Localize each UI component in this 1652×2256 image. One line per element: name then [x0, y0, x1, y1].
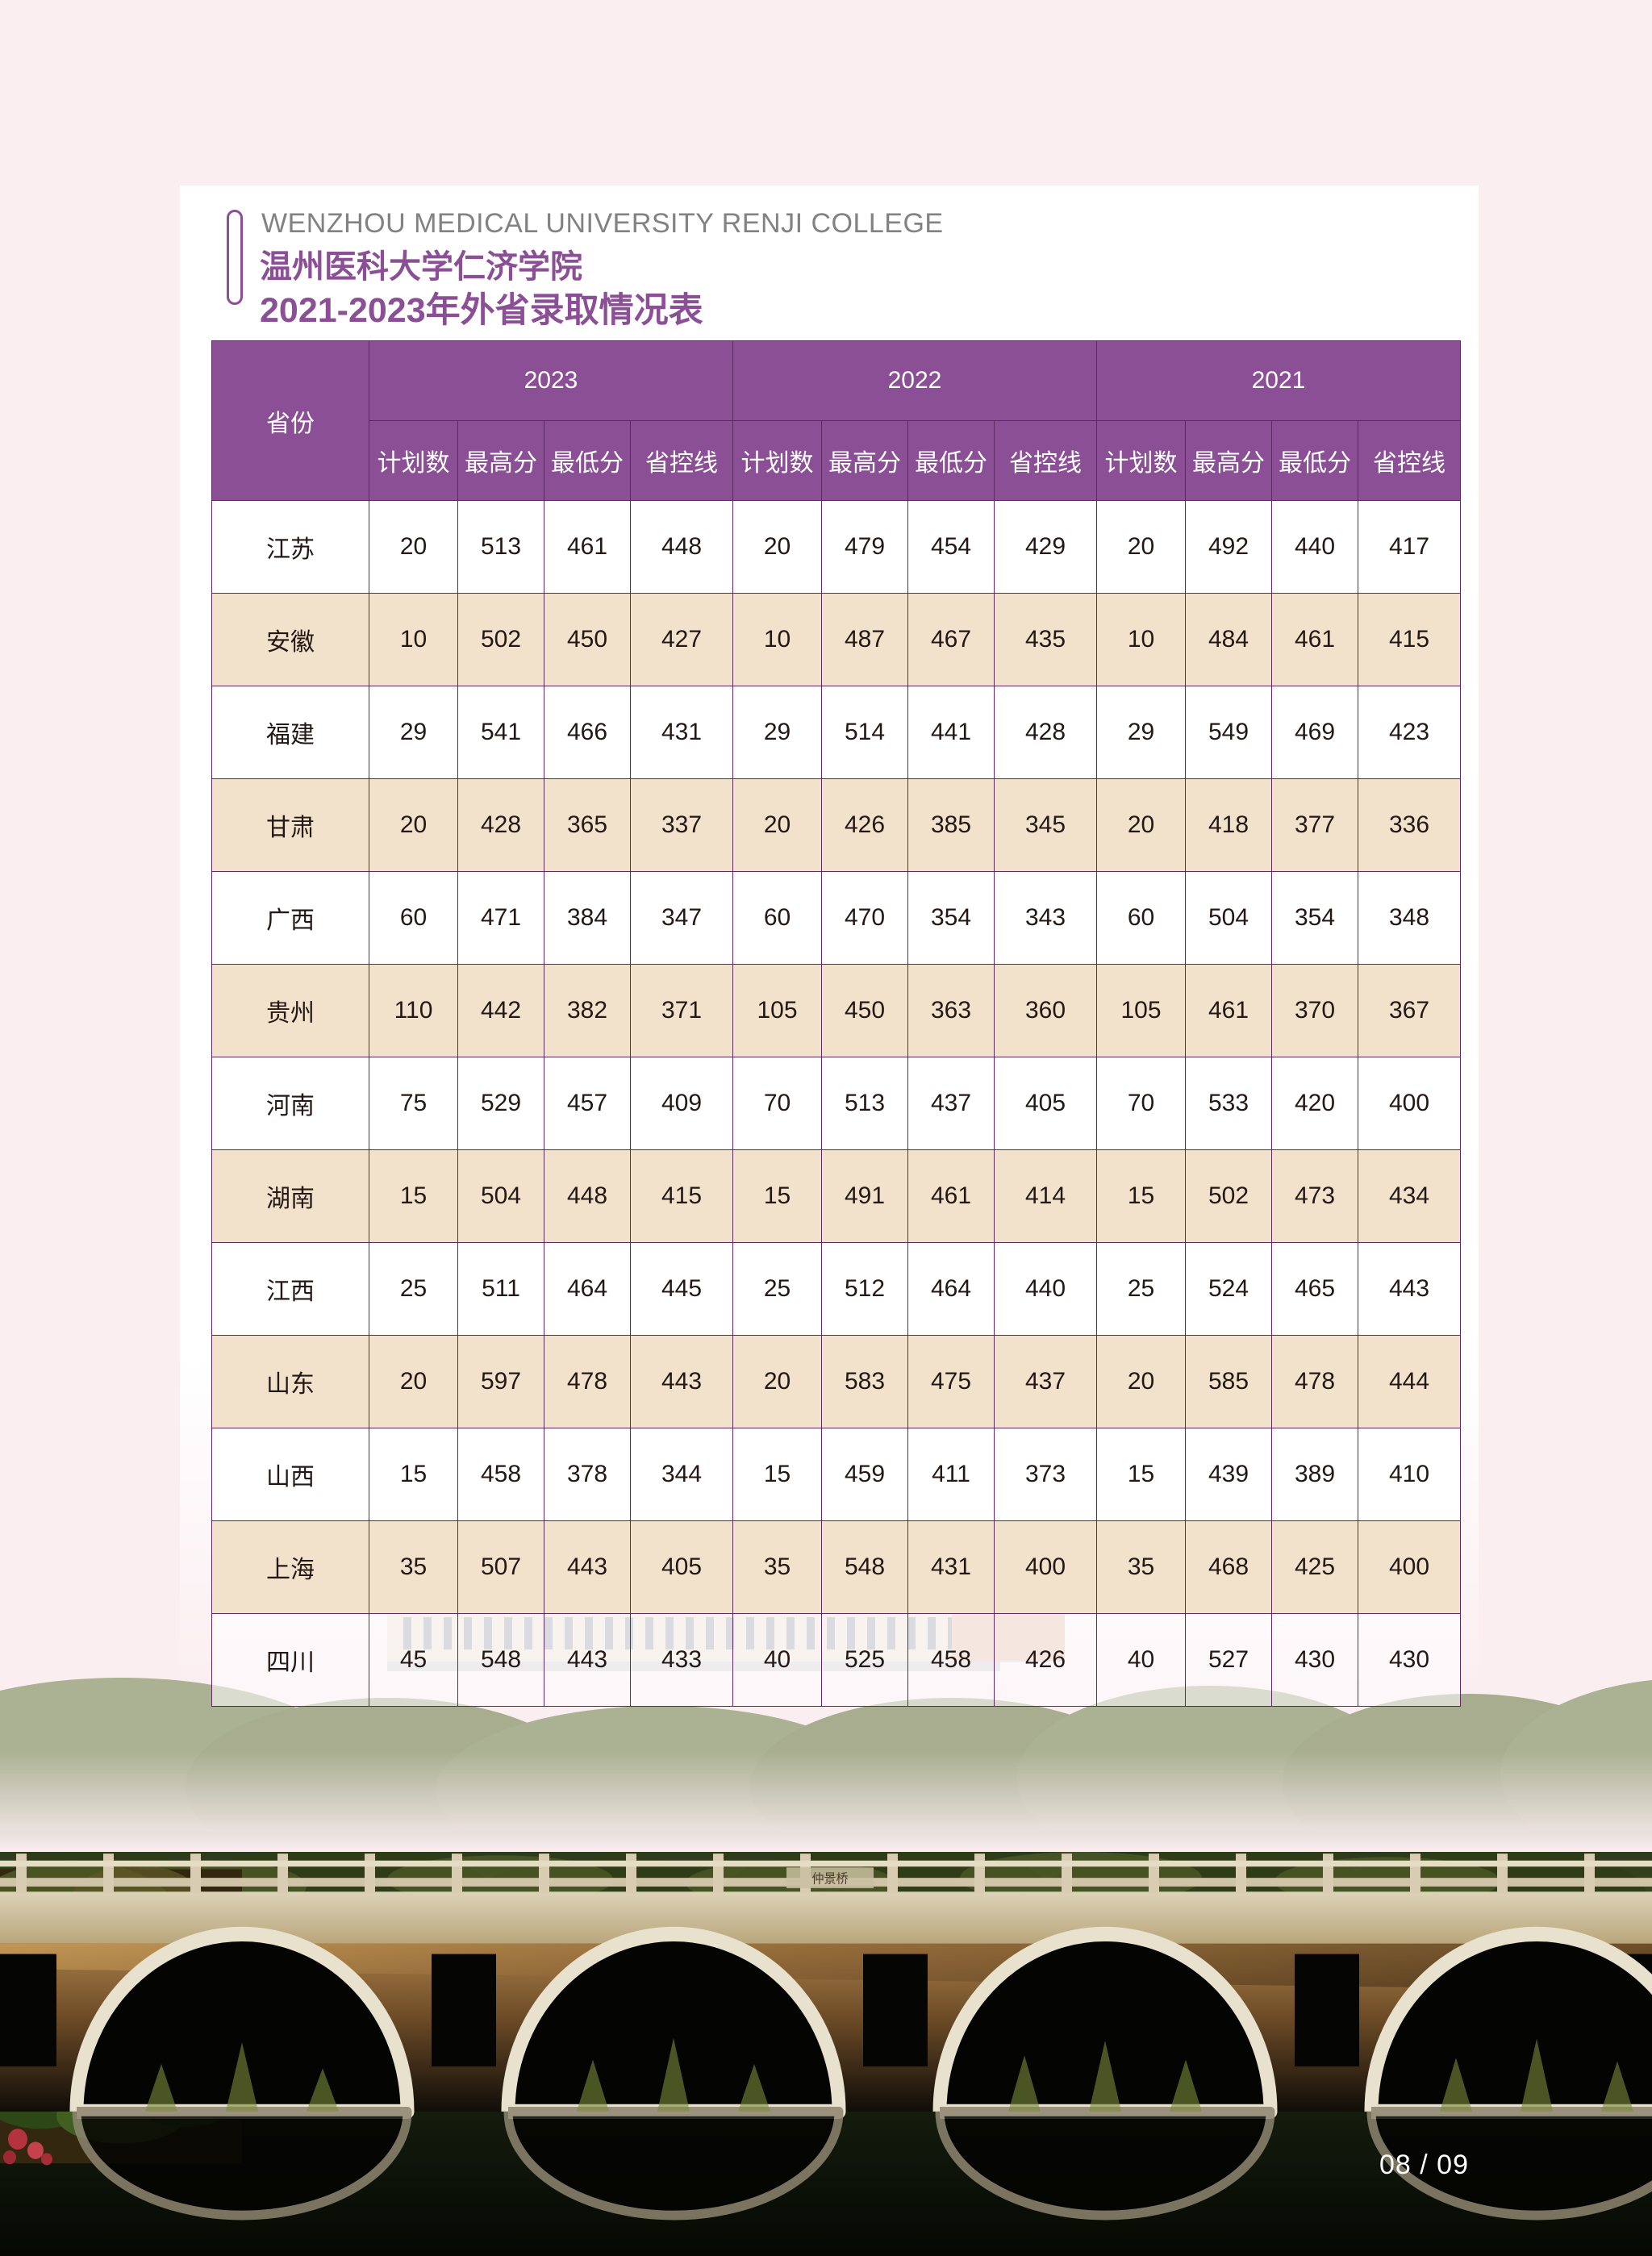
- svg-text:仲景桥: 仲景桥: [812, 1871, 849, 1887]
